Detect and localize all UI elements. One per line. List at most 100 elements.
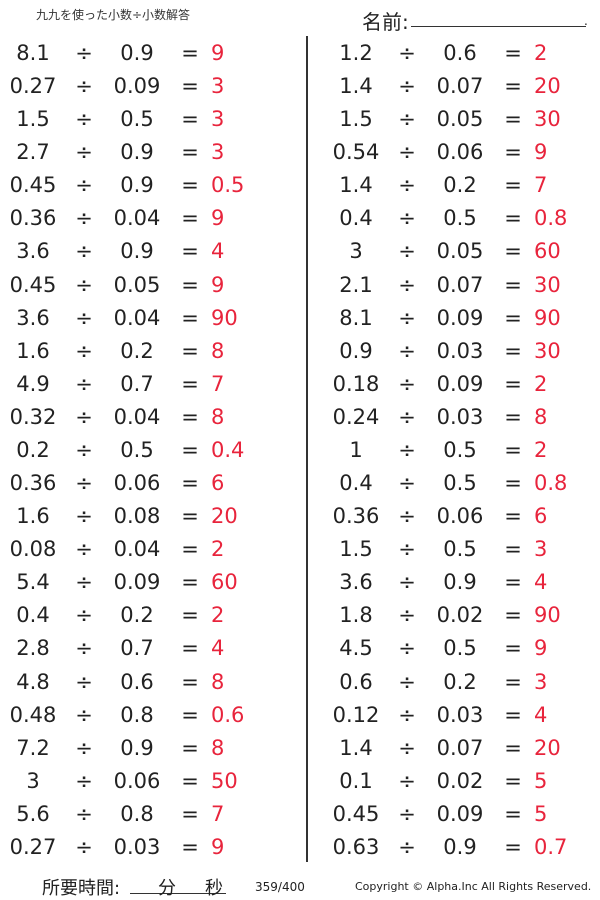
dividend: 1.6 xyxy=(16,504,50,529)
divide-operator: ÷ xyxy=(75,272,93,297)
equals-sign: = xyxy=(504,371,522,396)
equals-sign: = xyxy=(504,74,522,99)
dividend: 1.4 xyxy=(339,74,373,99)
divisor: 0.05 xyxy=(436,239,484,264)
problem-row: 0.36 ÷ 0.06 = 6 xyxy=(0,501,600,531)
equals-sign: = xyxy=(504,404,522,429)
problem-row: 0.36 ÷ 0.04 = 9 xyxy=(0,203,600,233)
answer: 90 xyxy=(534,305,561,330)
problem-row: 0.45 ÷ 0.9 = 0.5 xyxy=(0,170,600,200)
answer: 6 xyxy=(211,471,225,496)
answer: 30 xyxy=(534,338,561,363)
dividend: 7.2 xyxy=(16,735,50,760)
divide-operator: ÷ xyxy=(398,107,416,132)
answer: 50 xyxy=(211,768,238,793)
problem-row: 4.9 ÷ 0.7 = 7 xyxy=(0,369,600,399)
dividend: 0.08 xyxy=(9,537,57,562)
divisor: 0.2 xyxy=(443,173,477,198)
answer: 3 xyxy=(534,669,548,694)
equals-sign: = xyxy=(504,437,522,462)
dividend: 0.4 xyxy=(16,603,50,628)
dividend: 8.1 xyxy=(16,41,50,65)
divide-operator: ÷ xyxy=(398,504,416,529)
divisor: 0.7 xyxy=(120,371,154,396)
equals-sign: = xyxy=(504,305,522,330)
answer: 3 xyxy=(211,74,225,99)
problem-row: 3.6 ÷ 0.9 = 4 xyxy=(0,236,600,266)
divide-operator: ÷ xyxy=(398,437,416,462)
answer: 8 xyxy=(211,735,225,760)
answer: 4 xyxy=(534,702,548,727)
divide-operator: ÷ xyxy=(398,570,416,595)
equals-sign: = xyxy=(181,537,199,562)
divisor: 0.09 xyxy=(113,74,161,99)
equals-sign: = xyxy=(504,537,522,562)
problem-row: 1.5 ÷ 0.05 = 30 xyxy=(0,104,600,134)
dividend: 3 xyxy=(26,768,40,793)
problem-row: 1.6 ÷ 0.08 = 20 xyxy=(0,501,600,531)
divide-operator: ÷ xyxy=(398,206,416,231)
equals-sign: = xyxy=(504,669,522,694)
problem-row: 0.32 ÷ 0.04 = 8 xyxy=(0,402,600,432)
dividend: 3.6 xyxy=(339,570,373,595)
problem-row: 5.4 ÷ 0.09 = 60 xyxy=(0,567,600,597)
equals-sign: = xyxy=(504,41,522,65)
divisor: 0.7 xyxy=(120,636,154,661)
divisor: 0.04 xyxy=(113,537,161,562)
divisor: 0.02 xyxy=(436,768,484,793)
answer: 0.8 xyxy=(534,471,568,496)
equals-sign: = xyxy=(504,636,522,661)
divisor: 0.03 xyxy=(436,338,484,363)
divisor: 0.5 xyxy=(443,471,477,496)
divide-operator: ÷ xyxy=(75,834,93,859)
problem-row: 1.4 ÷ 0.07 = 20 xyxy=(0,733,600,763)
dividend: 8.1 xyxy=(339,305,373,330)
dividend: 3 xyxy=(349,239,363,264)
dividend: 0.45 xyxy=(9,173,57,198)
divide-operator: ÷ xyxy=(398,801,416,826)
answer: 90 xyxy=(534,603,561,628)
equals-sign: = xyxy=(181,834,199,859)
equals-sign: = xyxy=(504,471,522,496)
answer: 2 xyxy=(534,371,548,396)
dividend: 1.4 xyxy=(339,735,373,760)
dividend: 3.6 xyxy=(16,239,50,264)
answer: 9 xyxy=(211,206,225,231)
answer: 3 xyxy=(211,107,225,132)
divisor: 0.09 xyxy=(113,570,161,595)
divisor: 0.06 xyxy=(436,504,484,529)
dividend: 1.4 xyxy=(339,173,373,198)
divide-operator: ÷ xyxy=(398,537,416,562)
answer: 2 xyxy=(534,41,548,65)
divide-operator: ÷ xyxy=(398,834,416,859)
problem-row: 5.6 ÷ 0.8 = 7 xyxy=(0,799,600,829)
dividend: 1.5 xyxy=(339,107,373,132)
problem-row: 1.4 ÷ 0.07 = 20 xyxy=(0,71,600,101)
equals-sign: = xyxy=(504,173,522,198)
problem-row: 0.27 ÷ 0.09 = 3 xyxy=(0,71,600,101)
answer: 60 xyxy=(211,570,238,595)
equals-sign: = xyxy=(181,669,199,694)
page-number: 359/400 xyxy=(255,880,305,894)
equals-sign: = xyxy=(504,768,522,793)
dividend: 0.63 xyxy=(332,834,380,859)
answer: 4 xyxy=(211,239,225,264)
problem-row: 0.08 ÷ 0.04 = 2 xyxy=(0,534,600,564)
divide-operator: ÷ xyxy=(75,636,93,661)
equals-sign: = xyxy=(181,768,199,793)
equals-sign: = xyxy=(181,272,199,297)
problem-row: 0.45 ÷ 0.05 = 9 xyxy=(0,270,600,300)
equals-sign: = xyxy=(181,338,199,363)
divisor: 0.9 xyxy=(120,140,154,165)
problem-row: 3.6 ÷ 0.9 = 4 xyxy=(0,567,600,597)
divisor: 0.05 xyxy=(113,272,161,297)
equals-sign: = xyxy=(504,603,522,628)
problem-row: 1.6 ÷ 0.2 = 8 xyxy=(0,336,600,366)
answer: 7 xyxy=(534,173,548,198)
problem-row: 3.6 ÷ 0.04 = 90 xyxy=(0,303,600,333)
dividend: 2.8 xyxy=(16,636,50,661)
problem-row: 0.45 ÷ 0.09 = 5 xyxy=(0,799,600,829)
column-divider xyxy=(306,36,308,862)
equals-sign: = xyxy=(181,735,199,760)
divide-operator: ÷ xyxy=(75,371,93,396)
